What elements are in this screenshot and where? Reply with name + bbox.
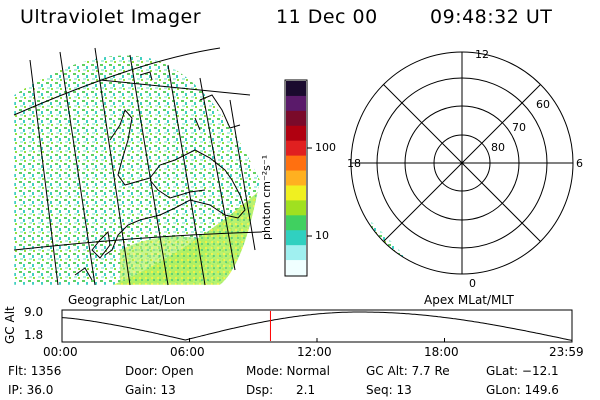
info-gc-alt: GC Alt: 7.7 Re <box>366 364 450 378</box>
alt-tick-9: 9.0 <box>24 305 44 319</box>
info-door: Door: Open <box>125 364 194 378</box>
colorbar-swatch <box>286 81 306 97</box>
mlt-label-6: 6 <box>576 157 583 170</box>
time-tick-2359: 23:59 <box>549 345 584 359</box>
info-glat: GLat: −12.1 <box>486 364 559 378</box>
time-tick-1200: 12:00 <box>297 345 332 359</box>
coastlines <box>74 71 246 281</box>
colorbar-swatch <box>286 245 306 261</box>
alt-axis-label: GC Alt <box>3 306 17 344</box>
apex-map-label: Apex MLat/MLT <box>424 293 514 307</box>
mlat-label-80: 80 <box>491 141 505 154</box>
polar-map <box>350 51 574 275</box>
alt-tick-1.8: 1.8 <box>24 328 44 342</box>
geographic-map <box>14 55 260 285</box>
colorbar-swatch <box>286 110 306 127</box>
info-flt: Flt: 1356 <box>8 364 62 378</box>
date-label: 11 Dec 00 <box>276 6 378 28</box>
colorbar-tick-10: 10 <box>315 229 329 242</box>
info-glon: GLon: 149.6 <box>486 383 559 397</box>
info-ip: IP: 36.0 <box>8 383 54 397</box>
time-tick-0000: 00:00 <box>43 345 78 359</box>
colorbar-swatch <box>286 185 306 201</box>
colorbar-unit-label: photon cm⁻²s⁻¹ <box>260 154 273 240</box>
mlat-label-70: 70 <box>512 121 526 134</box>
time-tick-1800: 18:00 <box>424 345 459 359</box>
map-gridlines <box>13 47 263 286</box>
colorbar-tick-100: 100 <box>315 141 336 154</box>
mlat-label-60: 60 <box>536 98 550 111</box>
colorbar-swatch <box>286 140 306 157</box>
info-gain: Gain: 13 <box>125 383 176 397</box>
altitude-plot <box>61 309 573 343</box>
info-seq: Seq: 13 <box>366 383 412 397</box>
colorbar-swatch <box>286 170 306 186</box>
mlt-label-12: 12 <box>475 48 489 61</box>
colorbar-swatch <box>286 260 306 276</box>
mlt-label-18: 18 <box>347 157 361 170</box>
color-bar <box>284 79 312 277</box>
colorbar-swatch <box>286 200 306 216</box>
time-label: 09:48:32 UT <box>430 6 553 28</box>
info-dsp: Dsp: 2.1 <box>246 383 316 397</box>
colorbar-swatch <box>286 215 306 231</box>
colorbar-swatch <box>286 95 306 112</box>
time-tick-0600: 06:00 <box>170 345 205 359</box>
instrument-title: Ultraviolet Imager <box>20 6 202 28</box>
colorbar-swatch <box>286 155 306 172</box>
geographic-map-label: Geographic Lat/Lon <box>68 293 186 307</box>
mlt-label-0: 0 <box>469 277 476 290</box>
info-mode: Mode: Normal <box>246 364 330 378</box>
colorbar-swatch <box>286 230 306 246</box>
colorbar-swatch <box>286 125 306 142</box>
